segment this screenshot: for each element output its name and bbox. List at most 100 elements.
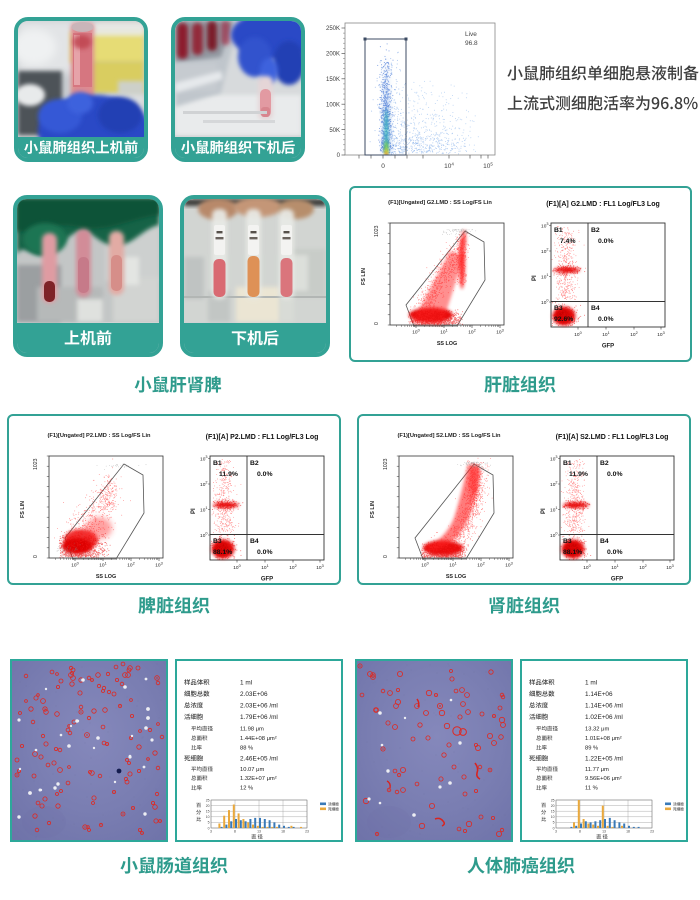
svg-text:B3: B3 — [213, 538, 222, 545]
svg-text:B1: B1 — [213, 460, 222, 467]
svg-text:GFP: GFP — [602, 344, 614, 350]
svg-text:200K: 200K — [326, 52, 340, 58]
svg-text:12 %: 12 % — [240, 786, 253, 792]
svg-text:PI: PI — [532, 275, 538, 281]
svg-text:103: 103 — [496, 328, 503, 335]
svg-text:PI: PI — [541, 508, 547, 514]
svg-text:101: 101 — [541, 273, 548, 280]
svg-text:101: 101 — [440, 328, 447, 335]
svg-text:1023: 1023 — [374, 225, 380, 237]
svg-text:103: 103 — [550, 455, 557, 462]
svg-text:102: 102 — [477, 561, 484, 568]
svg-text:0: 0 — [381, 163, 385, 170]
svg-text:0.0%: 0.0% — [607, 471, 623, 478]
svg-text:3: 3 — [555, 830, 557, 834]
svg-text:250K: 250K — [326, 26, 340, 32]
svg-text:2.03E+06: 2.03E+06 — [240, 691, 268, 698]
svg-text:GFP: GFP — [611, 577, 623, 583]
svg-text:23: 23 — [650, 830, 654, 834]
svg-text:92.6%: 92.6% — [554, 316, 573, 323]
svg-text:88.1%: 88.1% — [563, 549, 582, 556]
svg-text:0: 0 — [374, 322, 380, 325]
svg-text:Live: Live — [465, 31, 477, 38]
svg-text:B4: B4 — [250, 538, 259, 545]
svg-text:100: 100 — [233, 564, 240, 571]
svg-text:101: 101 — [449, 561, 456, 568]
svg-text:FS LIN: FS LIN — [20, 501, 26, 518]
svg-text:102: 102 — [200, 481, 207, 488]
svg-text:B2: B2 — [600, 460, 609, 467]
svg-text:PI: PI — [191, 508, 197, 514]
svg-text:3: 3 — [210, 830, 212, 834]
svg-text:103: 103 — [541, 222, 548, 229]
svg-text:B4: B4 — [591, 305, 600, 312]
svg-text:18: 18 — [626, 830, 630, 834]
svg-text:18: 18 — [281, 830, 285, 834]
svg-text:10: 10 — [206, 815, 210, 819]
svg-text:(F1)[A] G2.LMD : FL1 Log/FL3 L: (F1)[A] G2.LMD : FL1 Log/FL3 Log — [546, 201, 660, 208]
svg-text:102: 102 — [550, 481, 557, 488]
svg-text:103: 103 — [200, 455, 207, 462]
svg-text:(F1)[A] P2.LMD : FL1 Log/FL3 L: (F1)[A] P2.LMD : FL1 Log/FL3 Log — [206, 434, 319, 441]
svg-text:1.32E+07 μm²: 1.32E+07 μm² — [240, 776, 277, 782]
svg-text:150K: 150K — [326, 77, 340, 83]
svg-text:101: 101 — [611, 564, 618, 571]
svg-text:102: 102 — [639, 564, 646, 571]
svg-text:89 %: 89 % — [585, 746, 598, 752]
svg-text:1.01E+08 μm²: 1.01E+08 μm² — [585, 736, 622, 742]
svg-text:0.0%: 0.0% — [257, 549, 273, 556]
svg-text:0: 0 — [337, 153, 341, 159]
svg-text:B3: B3 — [554, 305, 563, 312]
svg-text:101: 101 — [602, 331, 609, 338]
svg-text:5: 5 — [553, 821, 555, 825]
svg-text:FS LIN: FS LIN — [361, 268, 367, 285]
svg-text:11.9%: 11.9% — [219, 471, 238, 478]
svg-text:11 %: 11 % — [585, 786, 598, 792]
svg-text:101: 101 — [550, 506, 557, 513]
svg-text:1.79E+06 /ml: 1.79E+06 /ml — [240, 714, 278, 721]
svg-text:20: 20 — [206, 804, 210, 808]
svg-text:100: 100 — [412, 328, 419, 335]
svg-text:96.8: 96.8 — [465, 40, 478, 47]
svg-text:GFP: GFP — [261, 577, 273, 583]
svg-text:15: 15 — [206, 810, 210, 814]
svg-text:13: 13 — [257, 830, 261, 834]
svg-text:11.98 μm: 11.98 μm — [240, 727, 264, 733]
svg-text:25: 25 — [551, 798, 555, 802]
svg-text:B2: B2 — [591, 227, 600, 234]
svg-text:13.32 μm: 13.32 μm — [585, 727, 609, 733]
svg-text:7.4%: 7.4% — [560, 238, 576, 245]
svg-text:102: 102 — [468, 328, 475, 335]
svg-text:10.07 μm: 10.07 μm — [240, 767, 264, 773]
svg-text:5: 5 — [208, 821, 210, 825]
svg-text:50K: 50K — [329, 128, 340, 134]
svg-text:9.56E+06 μm²: 9.56E+06 μm² — [585, 776, 622, 782]
svg-text:103: 103 — [155, 561, 162, 568]
svg-text:0: 0 — [553, 826, 555, 830]
svg-text:100: 100 — [541, 299, 548, 306]
svg-text:(F1)[A] S2.LMD : FL1 Log/FL3 L: (F1)[A] S2.LMD : FL1 Log/FL3 Log — [556, 434, 669, 441]
svg-text:1.14E+06 /ml: 1.14E+06 /ml — [585, 703, 623, 710]
svg-text:88 %: 88 % — [240, 746, 253, 752]
svg-text:1 ml: 1 ml — [585, 680, 597, 687]
svg-text:8: 8 — [579, 830, 581, 834]
svg-text:10: 10 — [551, 815, 555, 819]
svg-text:0: 0 — [383, 555, 389, 558]
svg-text:102: 102 — [289, 564, 296, 571]
svg-text:(F1)[Ungated] S2.LMD : SS Log/: (F1)[Ungated] S2.LMD : SS Log/FS Lin — [398, 433, 502, 439]
svg-text:SS LOG: SS LOG — [96, 574, 116, 580]
svg-text:1023: 1023 — [33, 458, 39, 470]
svg-text:B1: B1 — [554, 227, 563, 234]
svg-text:B1: B1 — [563, 460, 572, 467]
svg-text:100K: 100K — [326, 102, 340, 108]
svg-text:0.0%: 0.0% — [598, 238, 614, 245]
svg-text:1.22E+05 /ml: 1.22E+05 /ml — [585, 756, 623, 763]
svg-text:B2: B2 — [250, 460, 259, 467]
svg-text:102: 102 — [630, 331, 637, 338]
svg-text:104: 104 — [444, 162, 454, 171]
svg-text:100: 100 — [421, 561, 428, 568]
svg-text:0.0%: 0.0% — [598, 316, 614, 323]
svg-text:88.1%: 88.1% — [213, 549, 232, 556]
svg-text:103: 103 — [657, 331, 664, 338]
svg-text:100: 100 — [71, 561, 78, 568]
